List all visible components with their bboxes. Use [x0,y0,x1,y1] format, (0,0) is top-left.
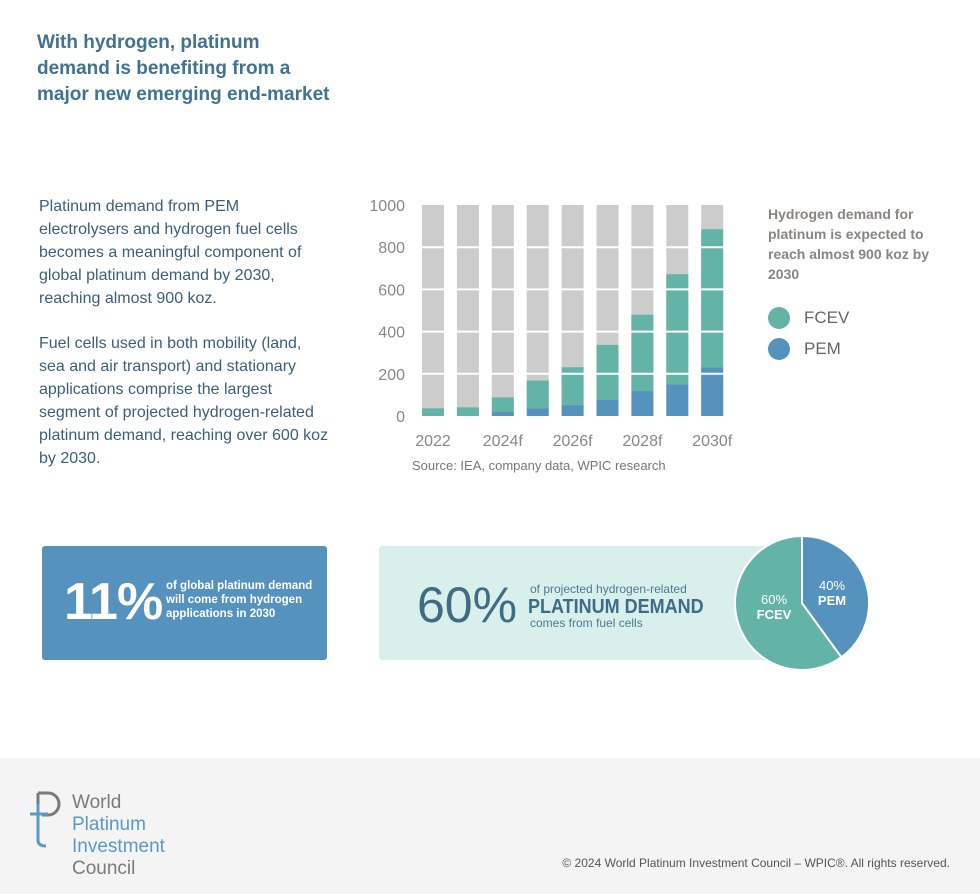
bar-pem [526,408,549,416]
stat-text: of global platinum demand will come from… [166,580,313,620]
paragraph-1: Platinum demand from PEM electrolysers a… [39,198,302,307]
stat-card-11-percent: 11% of global platinum demand will come … [42,546,327,660]
wpic-logo-icon [30,791,61,848]
bar-fcev [596,344,619,400]
bar-background [491,205,514,416]
stacked-bar-chart: 2022 2024f 2026f 2028f 2030f 0 200 400 600 800 100… [369,198,733,450]
bar-background [561,205,584,416]
pie-label-fcev: FCEV [757,607,792,622]
x-tick-label: 2028f [622,433,663,450]
bar-background [422,205,444,416]
bar-fcev [701,229,724,368]
bar-pem [596,399,619,416]
legend-pem: PEM [768,338,841,360]
chart-source: Source: IEA, company data, WPIC research [412,458,666,473]
bar-fcev [631,314,654,392]
bar-background [526,205,549,416]
legend-label: PEM [804,339,841,358]
y-tick-label: 600 [378,282,405,299]
stat-value: 60% [417,577,518,633]
bar-fcev [456,407,479,416]
x-tick-label: 2030f [692,433,733,450]
stat-value: 11% [64,573,163,631]
copyright: © 2024 World Platinum Investment Council… [562,856,950,870]
y-tick-label: 1000 [369,198,405,215]
y-tick-label: 400 [378,325,405,342]
bar-pem [631,391,654,416]
legend-fcev: FCEV [768,307,849,329]
legend-label: FCEV [804,308,850,327]
pie-label-fcev-percent: 60% [761,592,787,607]
bar-pem [491,411,514,416]
bar-fcev [422,408,444,416]
logo-line: Investment [72,836,165,857]
bar-fcev [561,367,584,406]
paragraph-2: Fuel cells used in both mobility (land, … [39,335,329,467]
x-tick-label: 2022 [415,433,451,450]
stat-text-line3: comes from fuel cells [530,616,643,630]
chart-side-note: Hydrogen demand for platinum is expected… [768,206,930,282]
pie-label-pem: PEM [818,593,846,608]
logo-line: Council [72,858,136,879]
pie-chart: 60% FCEV 40% PEM [734,534,870,671]
legend-swatch-pem [768,338,790,360]
bar-pem [701,367,724,416]
y-tick-label: 200 [378,367,405,384]
y-tick-label: 800 [378,240,405,257]
wpic-logo-text: World Platinum Investment Council [72,792,165,880]
stat-text-line1: of projected hydrogen-related [530,582,687,596]
page-title: With hydrogen, platinum demand is benefi… [37,32,330,105]
bar-pem [561,405,584,416]
logo-line: Platinum [72,814,146,835]
legend-swatch-fcev [768,307,790,329]
pie-label-pem-percent: 40% [819,578,845,593]
x-tick-label: 2024f [483,433,524,450]
bar-fcev [666,274,689,385]
y-tick-label: 0 [396,409,405,426]
x-tick-label: 2026f [553,433,594,450]
stat-text-line2: PLATINUM DEMAND [528,596,704,618]
logo-line: World [72,792,122,813]
pie-slice-pem [801,534,870,659]
pie-slice-fcev [734,534,843,671]
bar-background [456,205,479,416]
footer: World Platinum Investment Council © 2024… [0,758,980,894]
bar-pem [666,384,689,416]
bar-fcev [491,397,514,412]
bar-fcev [526,380,549,409]
